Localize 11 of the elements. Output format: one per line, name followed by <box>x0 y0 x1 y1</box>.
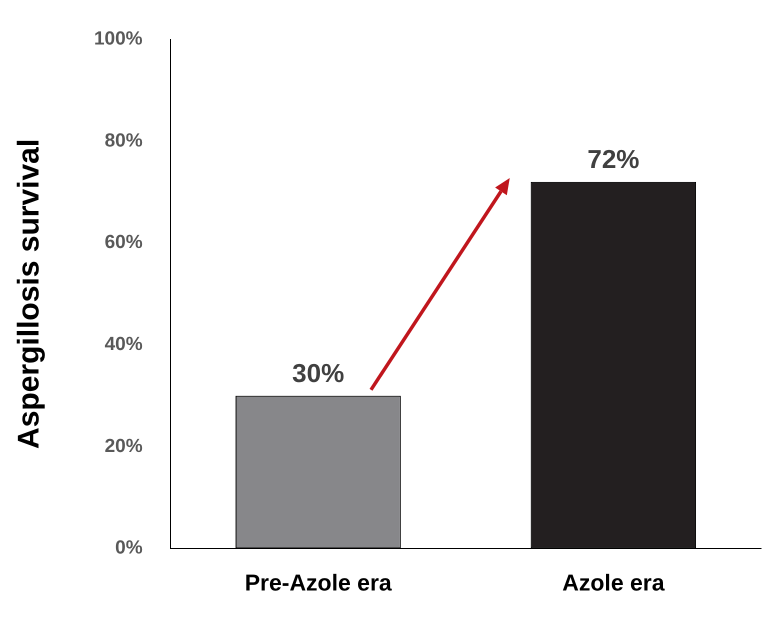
y-tick-label: 40% <box>104 334 143 356</box>
x-tick-label: Pre-Azole era <box>244 570 392 596</box>
y-tick-label: 60% <box>104 232 143 254</box>
x-tick-label: Azole era <box>562 570 665 596</box>
y-tick-label: 80% <box>104 130 143 152</box>
y-tick-label: 20% <box>104 436 143 457</box>
data-label: 72% <box>587 144 640 174</box>
y-tick-label: 0% <box>115 538 143 559</box>
y-tick-label: 100% <box>94 28 143 50</box>
y-axis-title: Aspergillosis survival <box>12 138 46 449</box>
data-label: 30% <box>292 358 344 388</box>
